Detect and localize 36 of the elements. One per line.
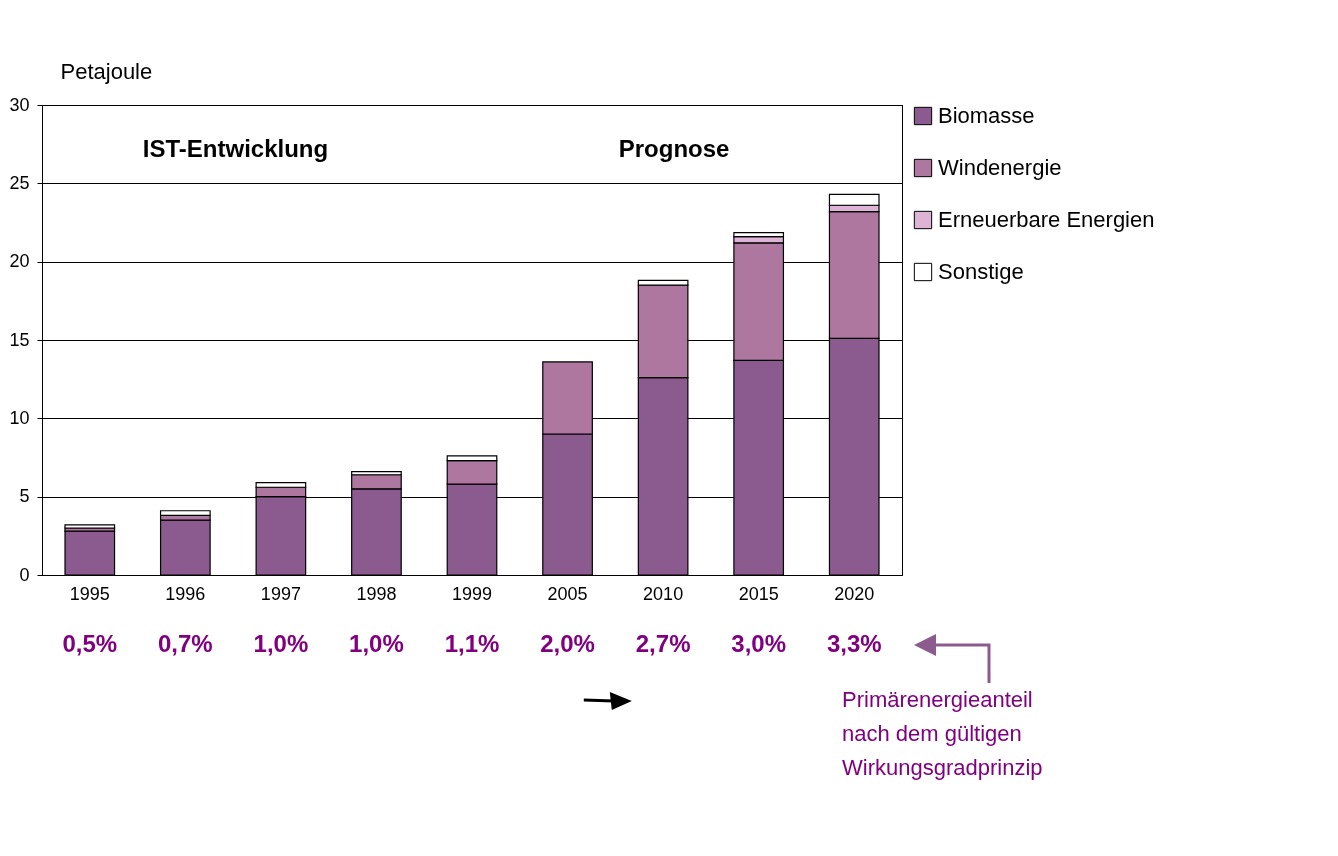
legend-label: Biomasse [938, 103, 1035, 128]
annotation: Prognose [618, 135, 730, 162]
text: 0,7% [157, 630, 213, 657]
x-tick-label: 1996 [165, 583, 206, 604]
text: 2,7% [635, 630, 691, 657]
x-tick-label: 1995 [69, 583, 110, 604]
text: 1,0% [253, 630, 309, 657]
legend-label: Sonstige [938, 259, 1024, 284]
annotation: IST-Entwicklung [142, 135, 329, 162]
text: Primärenergieanteil nach dem gültigen Wirkungsgradprinzip [842, 687, 1043, 780]
legend-label: Windenergie [938, 155, 1062, 180]
y-axis-title: Petajoule [60, 58, 153, 84]
y-tick-label: 5 [19, 486, 30, 507]
x-tick-label: 1999 [451, 583, 493, 604]
text: 1,1% [444, 630, 500, 657]
x-tick-label: 2010 [643, 583, 684, 604]
text: 3,3% [826, 630, 882, 657]
y-tick-label: 10 [9, 407, 30, 428]
text: 1,0% [349, 630, 404, 657]
x-tick-label: 2005 [547, 583, 588, 604]
y-tick-label: 15 [9, 329, 30, 350]
x-tick-label: 2015 [738, 583, 779, 604]
x-tick-label: 1997 [260, 583, 301, 604]
bar [64, 530, 116, 576]
y-tick-label: 0 [19, 564, 30, 585]
text: 0,5% [62, 630, 118, 657]
x-tick-label: 1998 [356, 583, 397, 604]
text: 3,0% [731, 630, 787, 657]
bar [159, 519, 211, 576]
y-tick-label: 30 [9, 94, 30, 115]
legend-label: Erneuerbare Energien [938, 207, 1155, 232]
y-tick-label: 25 [9, 172, 30, 193]
x-tick-label: 2020 [834, 583, 875, 604]
text: 2,0% [540, 630, 595, 657]
bar [159, 510, 211, 517]
y-tick-label: 20 [9, 251, 30, 272]
